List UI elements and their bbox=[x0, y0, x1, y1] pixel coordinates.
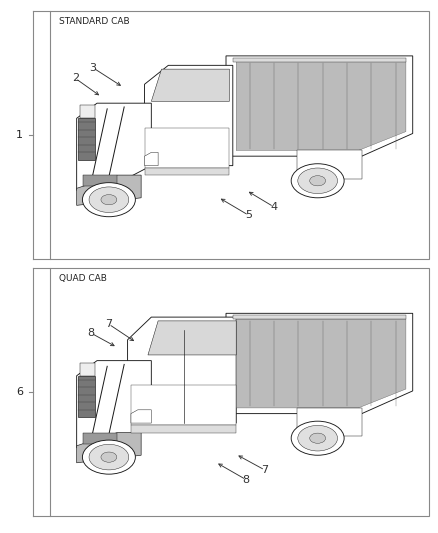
Bar bbox=[80, 362, 95, 376]
Polygon shape bbox=[297, 150, 362, 179]
Polygon shape bbox=[83, 433, 117, 444]
Polygon shape bbox=[145, 66, 233, 166]
Text: 6: 6 bbox=[16, 387, 23, 397]
Ellipse shape bbox=[82, 440, 135, 474]
Polygon shape bbox=[83, 175, 117, 187]
Text: 5: 5 bbox=[245, 211, 252, 220]
Text: 7: 7 bbox=[105, 319, 112, 329]
Polygon shape bbox=[127, 317, 236, 423]
Text: 2: 2 bbox=[72, 74, 79, 83]
Polygon shape bbox=[77, 103, 152, 194]
Bar bbox=[78, 376, 95, 417]
Ellipse shape bbox=[310, 433, 325, 443]
Polygon shape bbox=[236, 319, 406, 408]
Ellipse shape bbox=[310, 176, 325, 186]
Text: 7: 7 bbox=[261, 465, 268, 475]
Ellipse shape bbox=[101, 452, 117, 462]
Ellipse shape bbox=[298, 425, 338, 451]
Polygon shape bbox=[131, 385, 236, 425]
Text: 1: 1 bbox=[16, 130, 23, 140]
Ellipse shape bbox=[101, 195, 117, 205]
Polygon shape bbox=[233, 315, 406, 319]
Polygon shape bbox=[226, 313, 413, 414]
Ellipse shape bbox=[89, 445, 129, 470]
Text: STANDARD CAB: STANDARD CAB bbox=[59, 17, 130, 26]
Polygon shape bbox=[145, 152, 158, 166]
Polygon shape bbox=[152, 69, 230, 101]
Polygon shape bbox=[145, 167, 230, 175]
Polygon shape bbox=[77, 433, 141, 463]
Ellipse shape bbox=[291, 421, 344, 455]
Ellipse shape bbox=[82, 183, 135, 217]
Text: 3: 3 bbox=[89, 63, 96, 72]
Ellipse shape bbox=[89, 187, 129, 213]
Polygon shape bbox=[77, 175, 141, 205]
Polygon shape bbox=[131, 425, 236, 433]
Ellipse shape bbox=[298, 168, 338, 193]
Polygon shape bbox=[236, 61, 406, 150]
Polygon shape bbox=[148, 321, 236, 355]
Bar bbox=[80, 105, 95, 118]
Polygon shape bbox=[145, 128, 230, 167]
Polygon shape bbox=[131, 410, 152, 423]
Polygon shape bbox=[233, 58, 406, 61]
Text: 8: 8 bbox=[88, 328, 95, 338]
Text: 8: 8 bbox=[243, 475, 250, 484]
Polygon shape bbox=[297, 408, 362, 437]
Polygon shape bbox=[226, 56, 413, 156]
Polygon shape bbox=[77, 361, 152, 451]
FancyBboxPatch shape bbox=[50, 268, 429, 516]
Text: 4: 4 bbox=[270, 202, 277, 212]
Ellipse shape bbox=[291, 164, 344, 198]
FancyBboxPatch shape bbox=[50, 11, 429, 259]
Text: QUAD CAB: QUAD CAB bbox=[59, 274, 107, 284]
Bar bbox=[78, 118, 95, 160]
